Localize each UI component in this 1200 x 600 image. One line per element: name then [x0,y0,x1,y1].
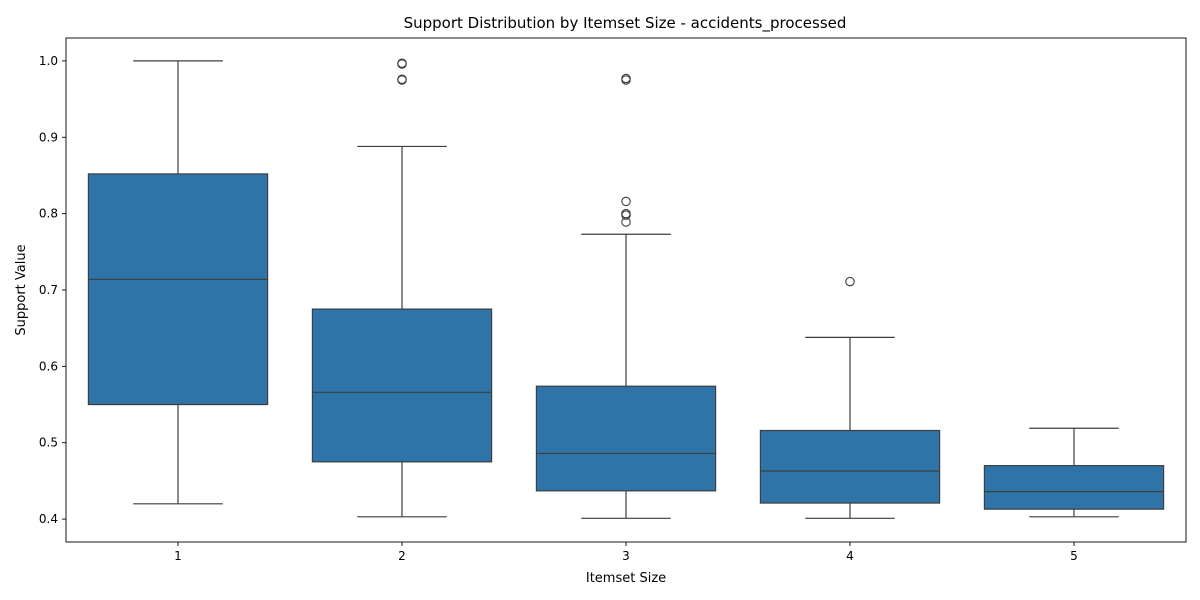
y-tick-label: 0.9 [39,130,58,144]
outlier-point [397,59,407,69]
outlier-point [621,73,631,84]
outlier-point [397,75,407,85]
y-tick-label: 0.6 [39,359,58,373]
chart-title: Support Distribution by Itemset Size - a… [404,14,847,33]
y-tick-label: 0.8 [39,207,58,221]
plot-area: 0.4 0.5 0.6 0.7 0.8 0.9 1.0 1 2 3 4 5 [39,37,1187,563]
y-tick-label: 0.4 [39,512,58,526]
y-tick-label: 0.5 [39,436,58,450]
y-tick-label: 0.7 [39,283,58,297]
box-iqr [87,173,269,406]
y-axis-title: Support Value [14,244,29,335]
x-tick-label: 2 [398,549,406,563]
outlier-point [845,276,855,287]
x-tick-label: 3 [622,549,630,563]
outlier-point [621,208,631,219]
box-iqr [759,429,941,504]
x-tick-label: 4 [846,549,854,563]
outlier-point [621,196,631,207]
y-tick-label: 1.0 [39,54,58,68]
x-axis-title: Itemset Size [586,571,666,586]
x-tick-label: 1 [174,549,182,563]
box-iqr [311,308,493,463]
x-tick-label: 5 [1070,549,1078,563]
box-iqr [535,385,717,492]
box-iqr [983,465,1165,510]
